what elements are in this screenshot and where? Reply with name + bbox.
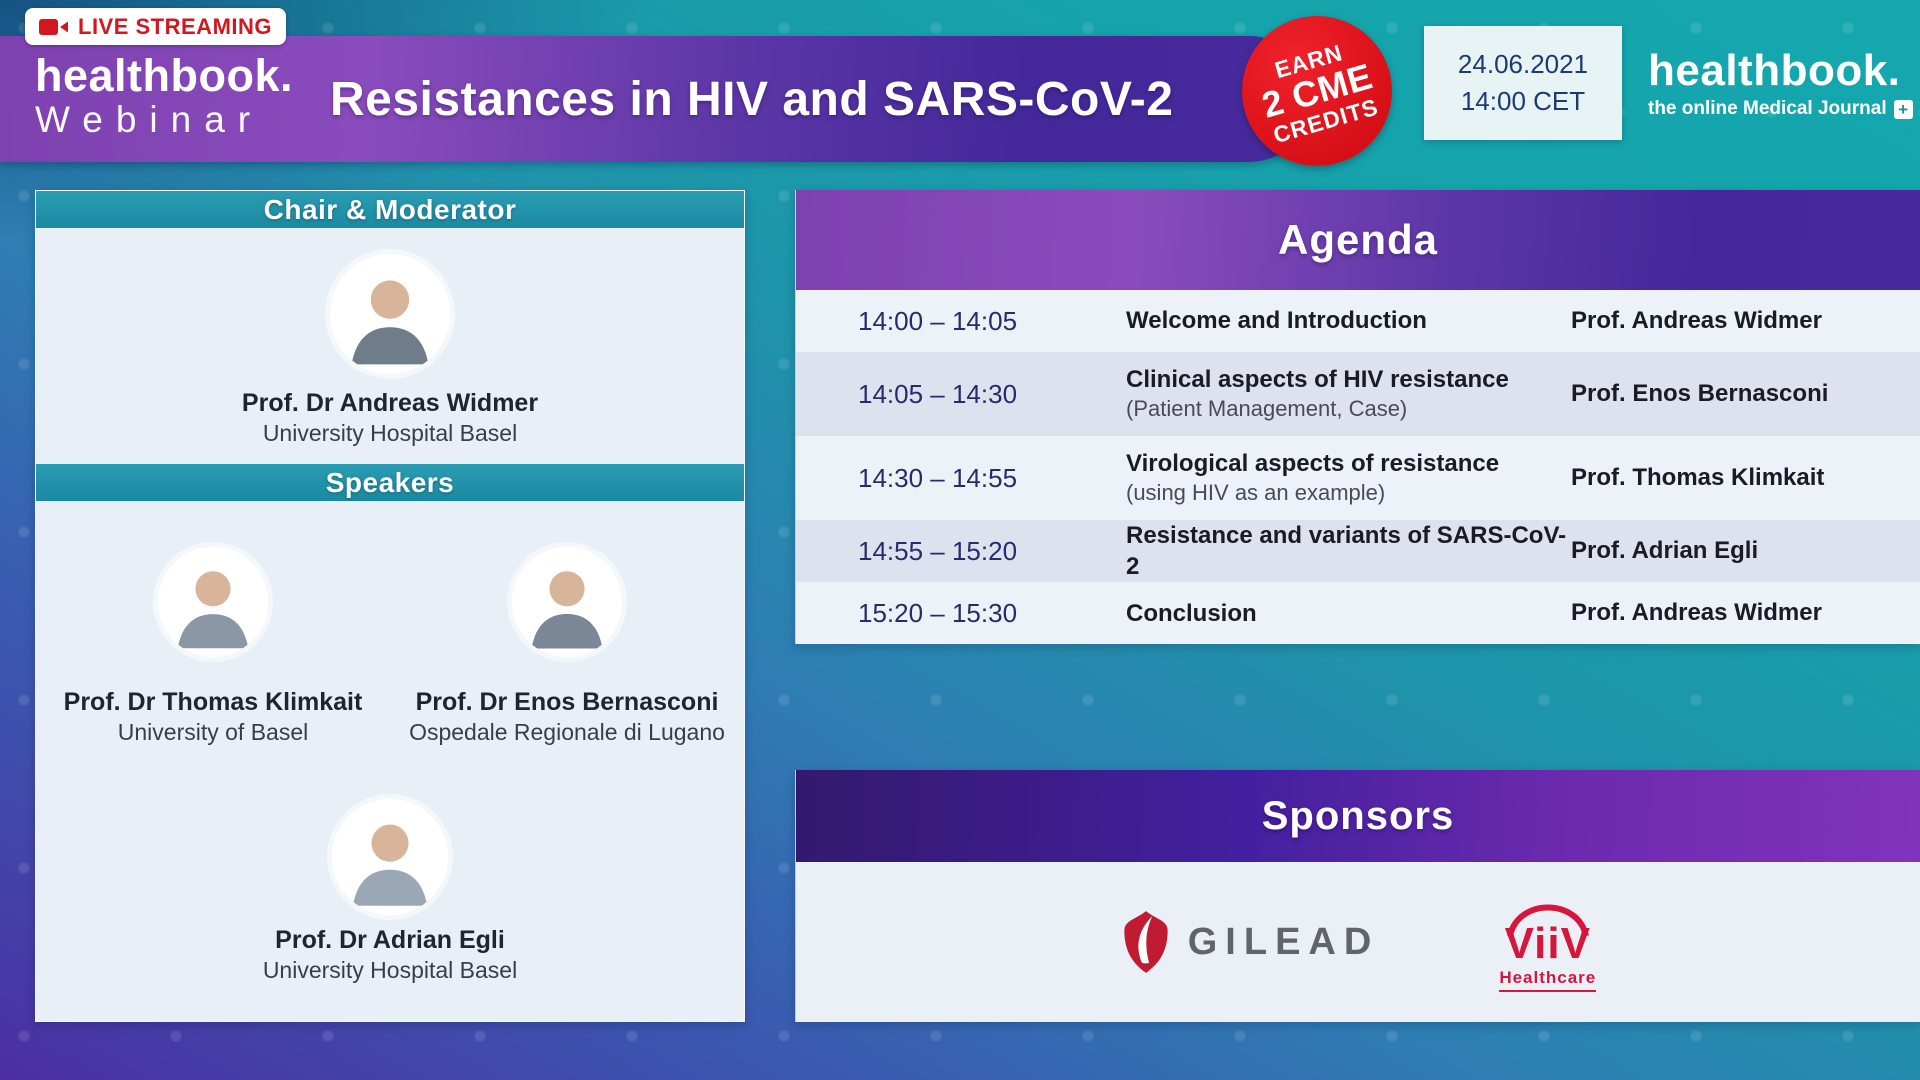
date-time-box: 24.06.2021 14:00 CET <box>1424 26 1622 140</box>
title-banner: Resistances in HIV and SARS-CoV-2 <box>0 36 1312 162</box>
speaker-card: Prof. Dr Adrian Egli University Hospital… <box>36 747 744 985</box>
people-panel: Chair & Moderator Prof. Dr Andreas Widme… <box>35 190 745 1022</box>
agenda-speaker: Prof. Thomas Klimkait <box>1571 464 1825 491</box>
chair-affiliation: University Hospital Basel <box>262 420 518 447</box>
chair-photo <box>330 254 450 374</box>
healthbook-journal-logo: healthbook. the online Medical Journal + <box>1648 46 1913 120</box>
cme-credits-badge: EARN 2 CME CREDITS <box>1242 16 1392 166</box>
agenda-time: 15:20 – 15:30 <box>858 597 1018 628</box>
agenda-speaker: Prof. Andreas Widmer <box>1571 599 1822 627</box>
agenda-row: 14:00 – 14:05 Welcome and Introduction P… <box>796 290 1920 352</box>
live-streaming-badge: LIVE STREAMING <box>25 8 287 45</box>
brand-name: healthbook. <box>35 50 294 101</box>
gilead-logo: GILEAD <box>1120 909 1380 975</box>
agenda-row: 14:05 – 14:30 Clinical aspects of HIV re… <box>796 352 1920 436</box>
agenda-subtopic: (Patient Management, Case) <box>1126 396 1408 422</box>
agenda-row: 14:55 – 15:20 Resistance and variants of… <box>796 520 1920 583</box>
agenda-speaker: Prof. Enos Bernasconi <box>1571 380 1829 407</box>
healthbook-webinar-logo: healthbook. Webinar <box>35 52 293 142</box>
gilead-shield-icon <box>1120 909 1172 975</box>
agenda-title: Agenda <box>796 190 1920 290</box>
speaker-name: Prof. Dr Adrian Egli <box>275 926 505 954</box>
speaker-affiliation: University Hospital Basel <box>262 957 518 984</box>
chair-card: Prof. Dr Andreas Widmer University Hospi… <box>36 228 744 464</box>
agenda-topic: Welcome and Introduction <box>1126 307 1427 335</box>
journal-tagline: the online Medical Journal <box>1648 98 1887 120</box>
agenda-panel: Agenda 14:00 – 14:05 Welcome and Introdu… <box>795 190 1920 645</box>
sponsors-title: Sponsors <box>796 770 1920 862</box>
agenda-subtopic: (using HIV as an example) <box>1126 480 1386 506</box>
agenda-speaker: Prof. Andreas Widmer <box>1571 307 1822 334</box>
agenda-time: 14:00 – 14:05 <box>858 305 1018 336</box>
plus-icon: + <box>1893 99 1913 119</box>
speakers-section-header: Speakers <box>36 464 744 501</box>
journal-name: healthbook. <box>1648 46 1901 95</box>
viiv-healthcare-label: Healthcare <box>1499 968 1597 992</box>
agenda-speaker: Prof. Adrian Egli <box>1571 537 1759 565</box>
speaker-photo <box>512 547 622 657</box>
speaker-affiliation: Ospedale Regionale di Lugano <box>409 719 725 746</box>
chair-section-header: Chair & Moderator <box>36 191 744 228</box>
speaker-name: Prof. Dr Enos Bernasconi <box>415 688 719 716</box>
agenda-topic: Clinical aspects of HIV resistance <box>1126 366 1509 394</box>
viiv-logo: ViiV Healthcare <box>1499 892 1597 992</box>
agenda-time: 14:30 – 14:55 <box>858 462 1018 493</box>
speaker-name: Prof. Dr Thomas Klimkait <box>63 688 363 716</box>
agenda-time: 14:55 – 15:20 <box>858 535 1018 566</box>
agenda-row: 15:20 – 15:30 Conclusion Prof. Andreas W… <box>796 582 1920 645</box>
video-camera-icon <box>39 18 69 36</box>
sponsors-panel: Sponsors GILEAD ViiV Healthca <box>795 770 1920 1022</box>
agenda-time: 14:05 – 14:30 <box>858 378 1018 409</box>
event-date: 24.06.2021 <box>1457 49 1589 79</box>
agenda-topic: Resistance and variants of SARS-CoV-2 <box>1126 522 1567 581</box>
speaker-photo <box>332 799 448 915</box>
chair-name: Prof. Dr Andreas Widmer <box>241 389 539 417</box>
gilead-wordmark: GILEAD <box>1187 920 1380 963</box>
webinar-title: Resistances in HIV and SARS-CoV-2 <box>330 72 1174 126</box>
speaker-card: Prof. Dr Thomas Klimkait University of B… <box>36 501 390 747</box>
agenda-row: 14:30 – 14:55 Virological aspects of res… <box>796 436 1920 520</box>
speaker-affiliation: University of Basel <box>117 719 309 746</box>
brand-sub: Webinar <box>35 99 264 141</box>
speaker-card: Prof. Dr Enos Bernasconi Ospedale Region… <box>390 501 744 747</box>
live-streaming-label: LIVE STREAMING <box>78 13 273 39</box>
agenda-topic: Virological aspects of resistance <box>1126 450 1500 478</box>
agenda-topic: Conclusion <box>1126 599 1257 627</box>
event-time: 14:00 CET <box>1460 86 1586 116</box>
speaker-photo <box>158 547 268 657</box>
viiv-wordmark: ViiV <box>1504 919 1591 968</box>
viiv-arc-icon <box>1500 892 1596 936</box>
